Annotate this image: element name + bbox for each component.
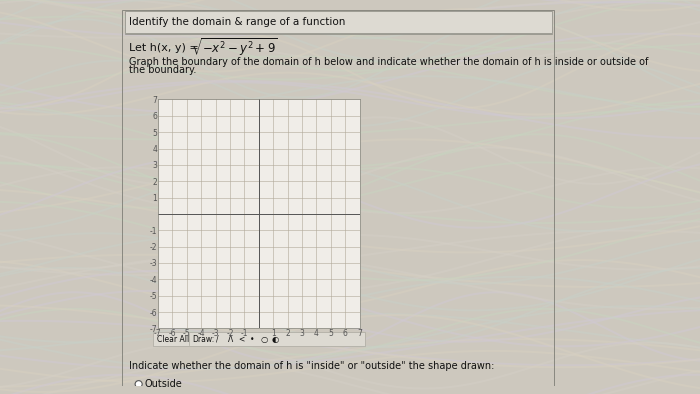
Text: Λ: Λ xyxy=(228,335,232,344)
Text: the boundary.: the boundary. xyxy=(129,65,196,74)
Circle shape xyxy=(135,381,142,388)
Text: ◐: ◐ xyxy=(272,335,279,344)
Text: /: / xyxy=(216,335,219,344)
Text: •: • xyxy=(250,335,254,344)
Text: Let h(x, y) =: Let h(x, y) = xyxy=(129,43,202,53)
Text: $\sqrt{-x^2 - y^2 + 9}$: $\sqrt{-x^2 - y^2 + 9}$ xyxy=(191,37,278,59)
Text: Draw:: Draw: xyxy=(192,335,214,344)
Text: Clear All: Clear All xyxy=(157,335,189,344)
Text: Graph the boundary of the domain of h below and indicate whether the domain of h: Graph the boundary of the domain of h be… xyxy=(129,57,648,67)
Text: ○: ○ xyxy=(261,335,268,344)
Text: <: < xyxy=(239,335,245,344)
FancyBboxPatch shape xyxy=(125,11,552,33)
FancyBboxPatch shape xyxy=(153,333,365,346)
Text: Indicate whether the domain of h is "inside" or "outside" the shape drawn:: Indicate whether the domain of h is "ins… xyxy=(129,361,494,371)
Text: Outside: Outside xyxy=(145,379,183,389)
Text: Identify the domain & range of a function: Identify the domain & range of a functio… xyxy=(129,17,345,27)
